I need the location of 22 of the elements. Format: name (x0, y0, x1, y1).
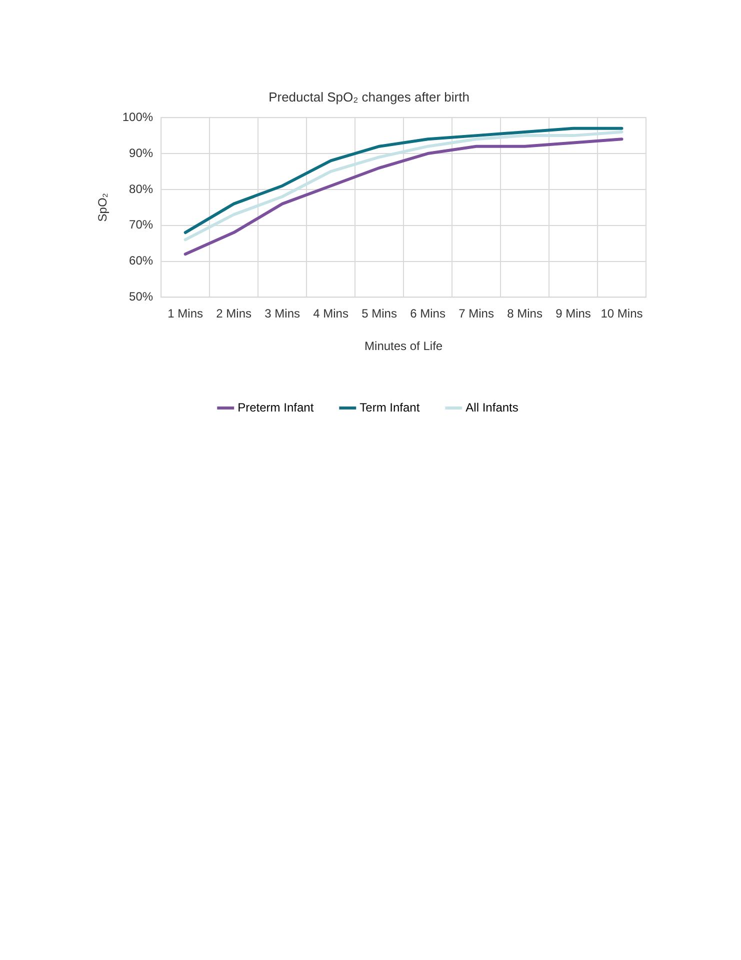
legend-label: All Infants (466, 400, 518, 414)
y-tick-label: 70% (129, 218, 154, 232)
chart-title: Preductal SpO₂ changes after birth (268, 89, 470, 104)
x-tick-label: 9 Mins (556, 306, 591, 321)
x-tick-label: 1 Mins (168, 306, 204, 321)
x-tick-label: 10 Mins (600, 306, 643, 321)
legend-label: Preterm Infant (238, 400, 314, 414)
y-tick-label: 90% (129, 146, 154, 160)
legend-label: Term Infant (360, 400, 420, 414)
x-tick-label: 3 Mins (264, 306, 300, 321)
x-tick-label: 8 Mins (507, 306, 542, 321)
y-tick-label: 100% (122, 110, 154, 124)
y-tick-label: 60% (129, 254, 154, 268)
x-tick-label: 4 Mins (313, 306, 348, 321)
x-tick-label: 2 Mins (216, 306, 252, 321)
y-tick-label: 50% (129, 290, 154, 304)
x-tick-label: 6 Mins (410, 306, 446, 321)
x-axis-title: Minutes of Life (364, 339, 443, 354)
y-tick-label: 80% (129, 182, 154, 196)
x-tick-label: 7 Mins (458, 306, 494, 321)
y-axis-title: SpO₂ (96, 192, 110, 222)
x-tick-label: 5 Mins (362, 306, 397, 321)
